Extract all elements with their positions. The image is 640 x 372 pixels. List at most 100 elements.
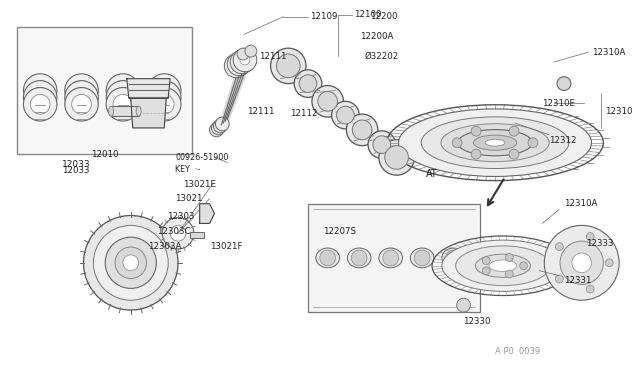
Circle shape [383,250,399,266]
Circle shape [483,257,490,264]
Text: 12111: 12111 [247,107,275,116]
Bar [308,204,480,312]
Ellipse shape [442,240,564,291]
Circle shape [299,75,317,93]
Circle shape [294,70,322,97]
Ellipse shape [456,246,550,286]
Text: 12112: 12112 [291,109,318,118]
Circle shape [30,81,50,100]
Ellipse shape [136,106,141,116]
Circle shape [147,81,181,114]
Circle shape [234,59,244,69]
Text: 12310: 12310 [605,107,633,116]
Circle shape [65,81,99,114]
Ellipse shape [489,260,516,272]
Circle shape [509,126,519,136]
Circle shape [230,50,254,74]
Circle shape [123,255,139,271]
Circle shape [346,114,378,145]
Circle shape [106,87,140,121]
Ellipse shape [442,248,465,268]
Text: 12200A: 12200A [360,32,394,41]
Circle shape [227,52,251,76]
Circle shape [30,94,50,114]
Circle shape [83,215,178,310]
Circle shape [233,48,257,72]
Circle shape [446,250,461,266]
Bar [190,232,204,238]
Ellipse shape [348,248,371,268]
Circle shape [147,74,181,107]
Ellipse shape [109,106,113,116]
Text: AT: AT [426,169,438,179]
Bar [111,106,139,116]
Ellipse shape [474,135,516,150]
Polygon shape [355,136,390,141]
Text: 12033: 12033 [62,160,90,169]
Text: 12010: 12010 [92,150,119,159]
Circle shape [351,250,367,266]
Text: Ø32202: Ø32202 [364,52,398,61]
Circle shape [106,81,140,114]
Circle shape [113,81,132,100]
Circle shape [105,237,156,288]
Ellipse shape [316,248,339,268]
Text: 12100: 12100 [355,10,381,19]
Text: A·P0  0039: A·P0 0039 [495,347,540,356]
Circle shape [72,81,92,100]
Circle shape [240,55,250,65]
Circle shape [163,218,194,249]
Circle shape [154,87,174,107]
Circle shape [560,241,604,285]
Circle shape [586,285,594,293]
Text: 12111: 12111 [259,52,286,61]
Circle shape [544,225,619,300]
Circle shape [211,121,225,135]
Circle shape [586,232,594,241]
Circle shape [106,74,140,107]
Circle shape [113,94,132,114]
Circle shape [113,87,132,107]
Polygon shape [374,145,404,154]
Ellipse shape [441,124,549,161]
Polygon shape [131,98,166,128]
Circle shape [65,87,99,121]
Circle shape [245,45,257,57]
Text: 00926-51900: 00926-51900 [175,153,228,162]
Text: 13021: 13021 [175,194,203,203]
Circle shape [237,48,249,60]
Circle shape [65,74,99,107]
Circle shape [452,138,462,148]
Polygon shape [280,75,316,79]
Circle shape [237,57,247,67]
Circle shape [528,138,538,148]
Ellipse shape [421,117,569,169]
Polygon shape [300,90,335,93]
Circle shape [509,149,519,159]
Circle shape [216,117,229,131]
Text: 12312: 12312 [549,136,577,145]
Text: KEY  ·-: KEY ·- [175,165,200,174]
Circle shape [605,259,613,267]
Circle shape [506,254,513,262]
Circle shape [170,225,186,241]
Circle shape [30,87,50,107]
Circle shape [557,77,571,90]
Text: 12331: 12331 [564,276,591,285]
Circle shape [414,250,430,266]
Ellipse shape [379,248,403,268]
Circle shape [332,101,359,129]
Circle shape [147,87,181,121]
Text: 12207S: 12207S [323,227,356,236]
Circle shape [24,74,57,107]
Circle shape [154,94,174,114]
Text: 12310A: 12310A [591,48,625,57]
Text: 12109: 12109 [310,12,337,21]
Circle shape [352,120,372,140]
Circle shape [93,225,168,300]
Circle shape [318,92,337,111]
Circle shape [24,81,57,114]
Text: 13021F: 13021F [209,241,242,251]
Circle shape [224,54,248,78]
Circle shape [154,81,174,100]
